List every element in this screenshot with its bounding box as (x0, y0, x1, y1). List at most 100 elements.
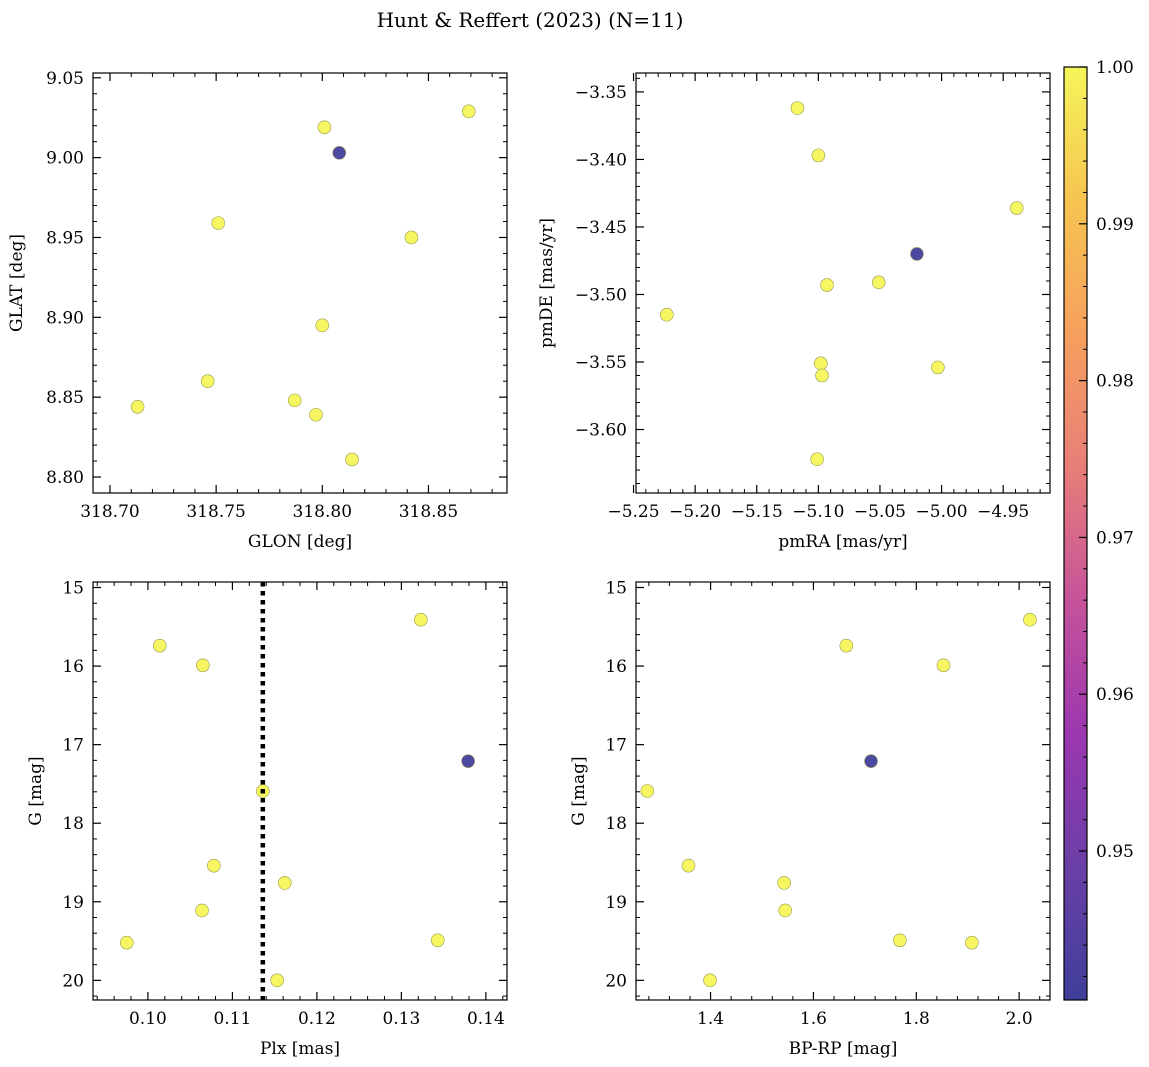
data-point (893, 933, 907, 948)
plot-frame (635, 581, 1051, 1001)
colorbar-tick-label: 0.97 (1096, 528, 1134, 548)
data-point (965, 935, 979, 950)
y-tick-label: 17 (62, 736, 84, 756)
x-tick-label: 318.75 (186, 502, 245, 522)
y-tick-label: 19 (62, 893, 84, 913)
y-tick-label: −3.40 (575, 150, 627, 170)
x-tick-label: 0.13 (382, 1009, 420, 1029)
data-point (778, 903, 792, 918)
x-tick-label: 318.80 (293, 502, 352, 522)
data-point (931, 360, 945, 375)
x-tick-label: −5.20 (669, 502, 721, 522)
y-tick-label: 20 (605, 971, 627, 991)
y-tick-label: 9.05 (46, 69, 84, 89)
figure-title: Hunt & Reffert (2023) (N=11) (377, 8, 684, 32)
y-tick-label: 8.80 (46, 468, 84, 488)
data-point (404, 230, 419, 245)
x-tick-label: 0.12 (298, 1009, 336, 1029)
data-point (703, 973, 717, 988)
data-point (277, 876, 292, 890)
data-point (814, 356, 828, 371)
panel-plx-g: 0.10 0.11 0.12 0.13 0.14 15 16 17 18 19 20 Plx [mas… (26, 579, 508, 1059)
y-tick-label: 17 (605, 736, 627, 756)
data-point (270, 973, 284, 988)
x-tick-label: 1.6 (800, 1009, 827, 1029)
data-point (461, 754, 475, 768)
x-axis-label: Plx [mas] (260, 1039, 340, 1059)
y-tick-label: 20 (62, 971, 84, 991)
y-axis-label: G [mag] (26, 756, 46, 825)
y-axis-label: GLAT [deg] (7, 234, 27, 332)
x-tick-label: 2.0 (1006, 1009, 1033, 1029)
data-point (414, 612, 428, 627)
x-axis-label: GLON [deg] (248, 532, 352, 552)
data-point (430, 933, 445, 948)
x-tick-label: −5.15 (731, 502, 783, 522)
x-tick-label: −4.95 (977, 502, 1029, 522)
data-point (461, 104, 476, 119)
data-point (871, 275, 886, 290)
x-tick-label: 1.8 (903, 1009, 930, 1029)
x-tick-label: −5.10 (792, 502, 844, 522)
data-point (315, 318, 330, 333)
data-point (936, 658, 951, 673)
data-point (864, 754, 878, 768)
y-axis-label: pmDE [mas/yr] (537, 218, 557, 348)
data-point (200, 374, 215, 389)
y-tick-label: 8.85 (46, 388, 84, 408)
x-tick-label: 0.14 (467, 1009, 505, 1029)
x-axis-label: BP-RP [mag] (789, 1039, 898, 1059)
panel-glon-glat: 318.70 318.75 318.80 318.85 8.80 8.85 8.90 8.95… (7, 69, 508, 552)
panel-pmra-pmde: −5.25 −5.20 −5.15 −5.10 −5.05 −5.00 −4.95 −3.60… (537, 72, 1051, 552)
plot-frame (92, 72, 508, 494)
data-point (332, 146, 347, 160)
data-point (211, 216, 226, 230)
y-tick-label: 19 (605, 893, 627, 913)
y-tick-label: 18 (605, 814, 627, 834)
data-point (196, 658, 210, 673)
data-point (152, 638, 167, 653)
data-point (207, 858, 221, 873)
data-point (130, 399, 145, 414)
data-point (811, 148, 826, 163)
data-point (777, 876, 791, 890)
y-tick-label: 8.95 (46, 228, 84, 248)
colorbar-tick-label: 0.99 (1096, 215, 1134, 235)
y-tick-label: 16 (605, 657, 627, 677)
data-point (839, 638, 854, 653)
x-tick-label: 1.4 (697, 1009, 724, 1029)
y-tick-label: 9.00 (46, 149, 84, 169)
panel-bprp-g: 1.4 1.6 1.8 2.0 15 16 17 18 19 20 BP-RP [mag] G [ma… (569, 579, 1051, 1059)
y-tick-label: 18 (62, 814, 84, 834)
x-tick-label: −5.05 (854, 502, 906, 522)
data-point (317, 120, 332, 135)
data-point (287, 393, 302, 408)
data-point (820, 278, 834, 292)
data-point (1023, 612, 1037, 627)
y-tick-label: −3.55 (575, 353, 627, 373)
data-point (810, 452, 824, 467)
colorbar-tick-label: 0.98 (1096, 372, 1134, 392)
data-point (195, 903, 209, 918)
data-point (790, 101, 805, 115)
data-point (660, 307, 674, 322)
colorbar-gradient (1063, 66, 1088, 1001)
plot-frame (635, 72, 1051, 494)
data-point (910, 247, 924, 261)
y-tick-label: −3.50 (575, 285, 627, 305)
data-point (640, 784, 655, 798)
data-point (681, 858, 696, 873)
colorbar-tick-label: 1.00 (1096, 58, 1134, 78)
x-tick-label: −5.00 (916, 502, 968, 522)
y-tick-label: −3.45 (575, 218, 627, 238)
x-tick-label: 0.10 (129, 1009, 167, 1029)
y-tick-label: −3.60 (575, 421, 627, 441)
y-tick-label: 16 (62, 657, 84, 677)
y-axis-label: G [mag] (569, 756, 589, 825)
x-tick-label: 318.85 (399, 502, 458, 522)
y-tick-label: 15 (62, 579, 84, 599)
colorbar: 0.95 0.96 0.97 0.98 0.99 1.00 (1063, 58, 1134, 1001)
y-tick-label: −3.35 (575, 83, 627, 103)
x-tick-label: 0.11 (213, 1009, 251, 1029)
